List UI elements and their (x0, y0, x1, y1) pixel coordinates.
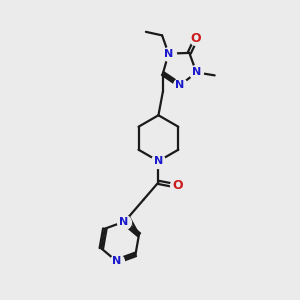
Text: N: N (192, 68, 201, 77)
Text: O: O (191, 32, 202, 45)
Text: N: N (112, 256, 121, 266)
Text: N: N (154, 156, 163, 166)
Text: O: O (172, 179, 183, 192)
Text: N: N (164, 49, 173, 58)
Text: N: N (176, 80, 185, 90)
Text: N: N (119, 217, 128, 227)
